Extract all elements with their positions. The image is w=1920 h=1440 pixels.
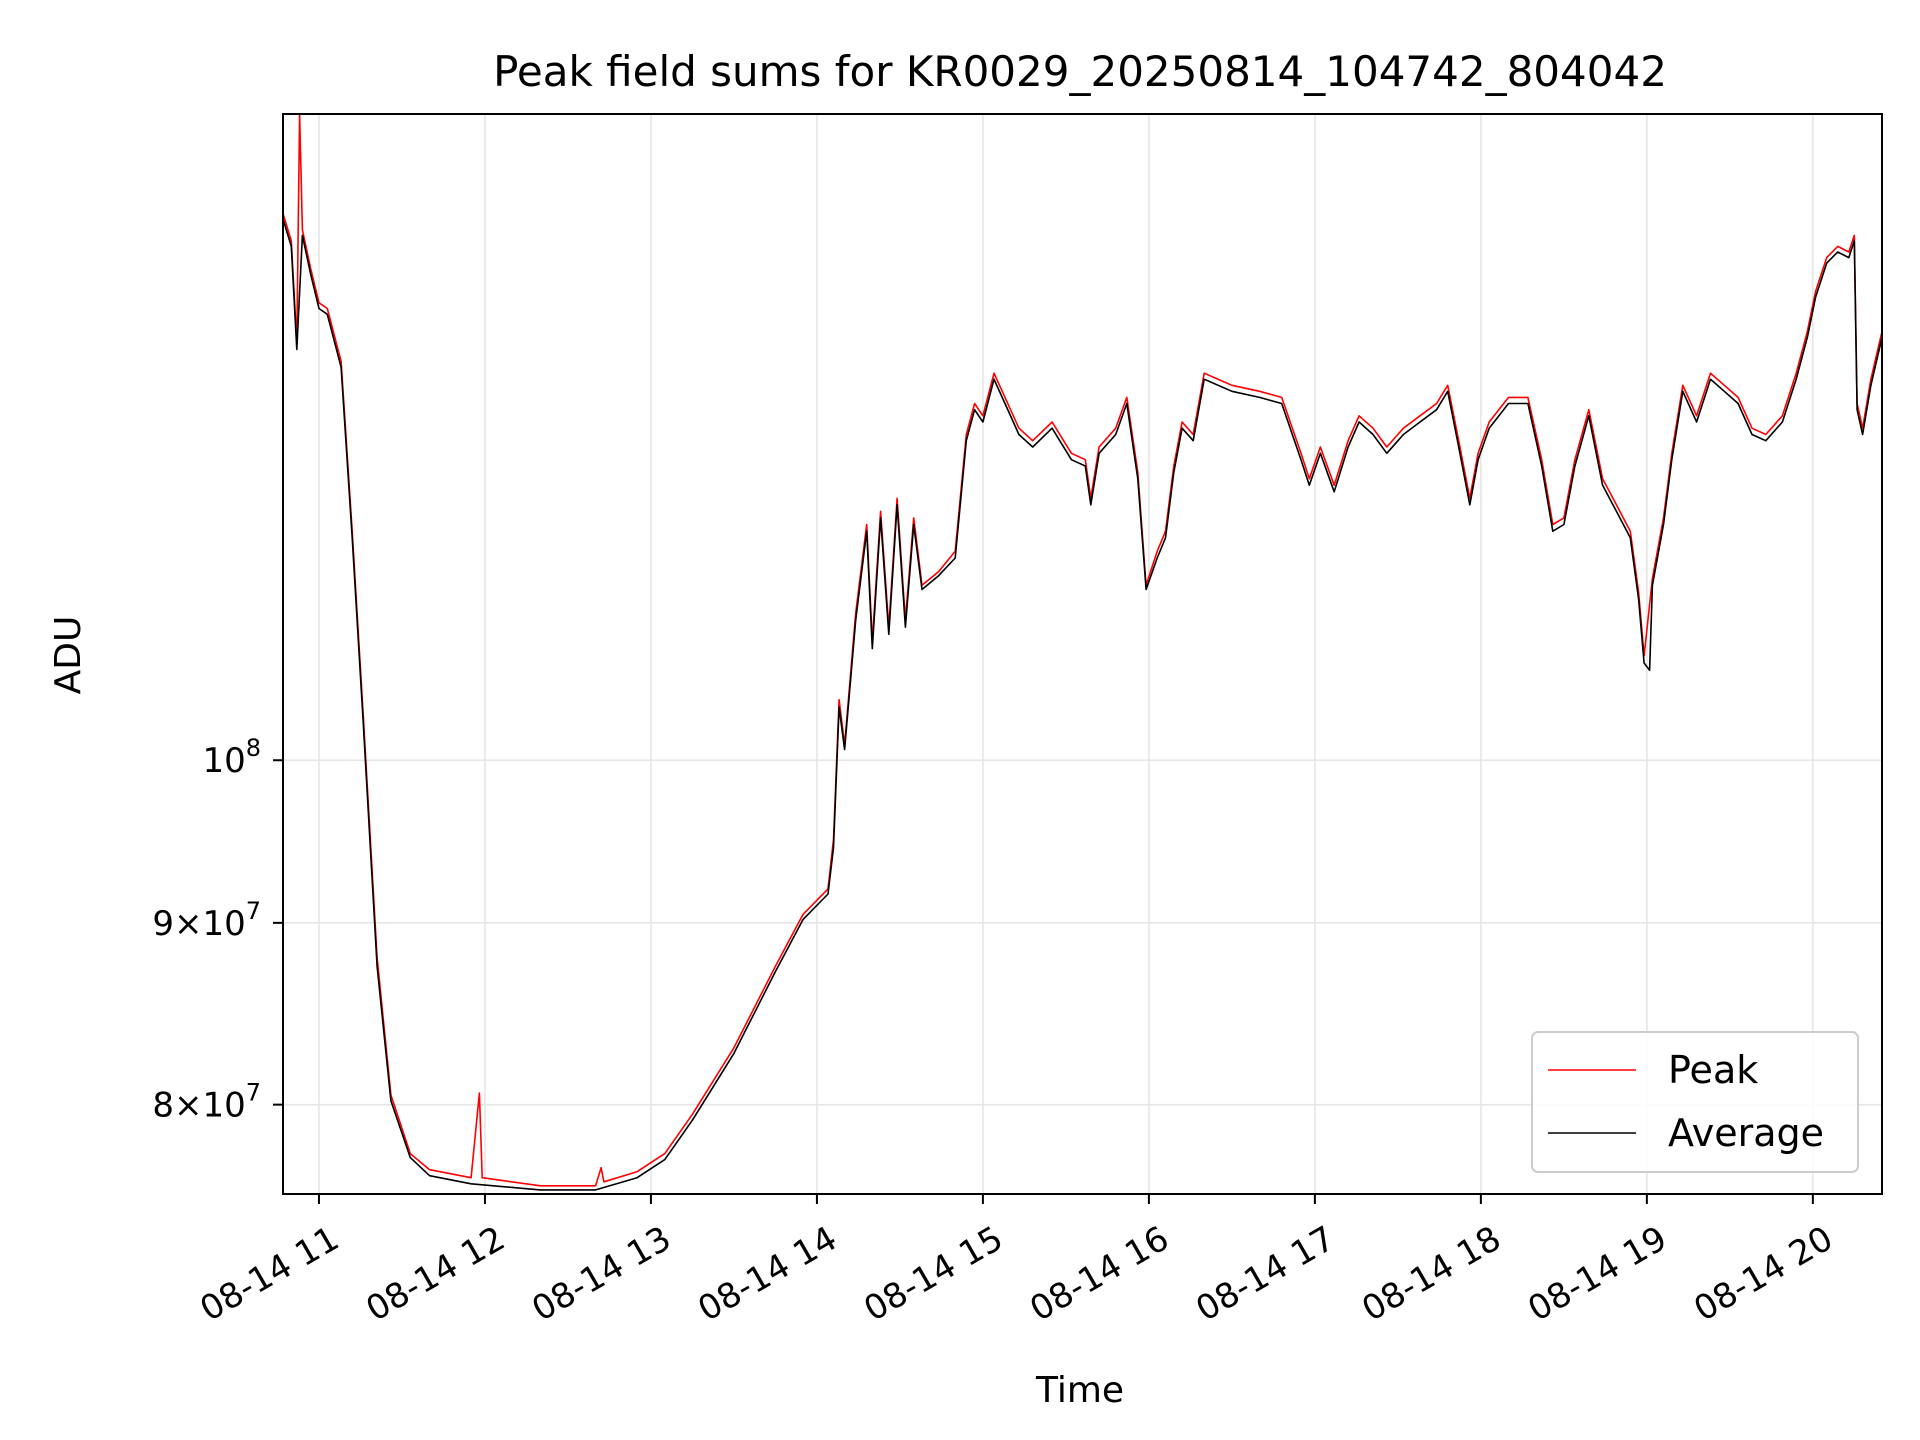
y-tick-label: 9×107 xyxy=(152,897,261,944)
series-line-peak xyxy=(282,113,1883,1187)
plot-frame xyxy=(282,113,1883,1195)
legend-box xyxy=(1531,1031,1859,1173)
y-tick-label: 108 xyxy=(202,734,261,781)
legend-label-average: Average xyxy=(1668,1111,1824,1155)
y-axis-ticks: 8×107 9×107 108 xyxy=(152,734,283,1126)
grid-lines xyxy=(283,114,1882,1194)
legend-label-peak: Peak xyxy=(1668,1048,1758,1092)
chart-title: Peak field sums for KR0029_20250814_1047… xyxy=(493,47,1667,96)
x-axis-label: Time xyxy=(1035,1370,1124,1411)
legend: Peak Average xyxy=(1531,1031,1859,1173)
series-layer xyxy=(282,113,1883,1191)
y-tick-label: 8×107 xyxy=(152,1079,261,1126)
y-axis-label: ADU xyxy=(48,616,89,695)
series-line-average xyxy=(282,218,1883,1191)
